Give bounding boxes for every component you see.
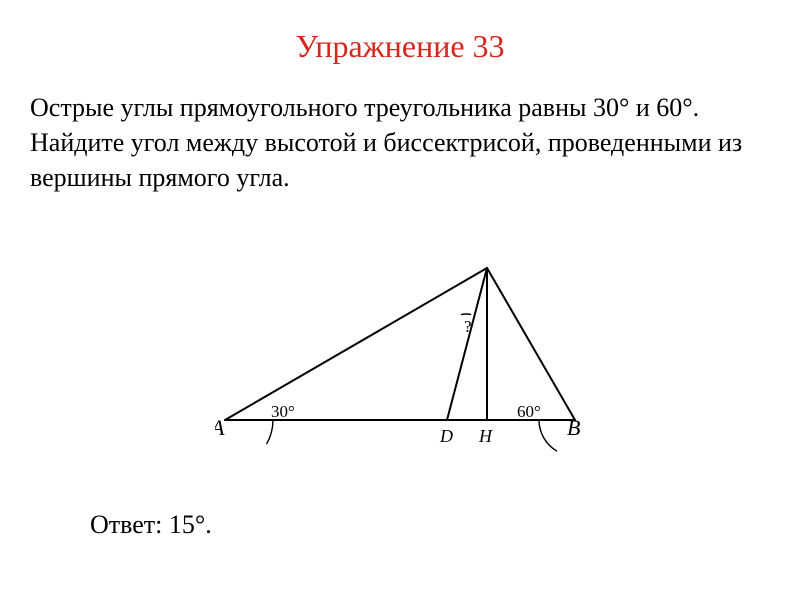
answer-label: Ответ: [90,510,169,539]
problem-text: Острые углы прямоугольного треугольника … [30,90,770,195]
svg-text:H: H [478,426,493,446]
svg-text:D: D [439,426,453,446]
answer-value: 15°. [169,510,212,539]
triangle-diagram: A B C D H 30° 60°? [215,260,585,460]
svg-text:?: ? [464,317,472,336]
svg-text:30°: 30° [271,402,295,421]
svg-text:B: B [567,415,580,440]
exercise-title: Упражнение 33 [0,28,800,65]
svg-text:A: A [215,415,225,440]
svg-text:C: C [483,260,498,262]
svg-text:60°: 60° [517,402,541,421]
answer-block: Ответ: 15°. [90,510,212,540]
